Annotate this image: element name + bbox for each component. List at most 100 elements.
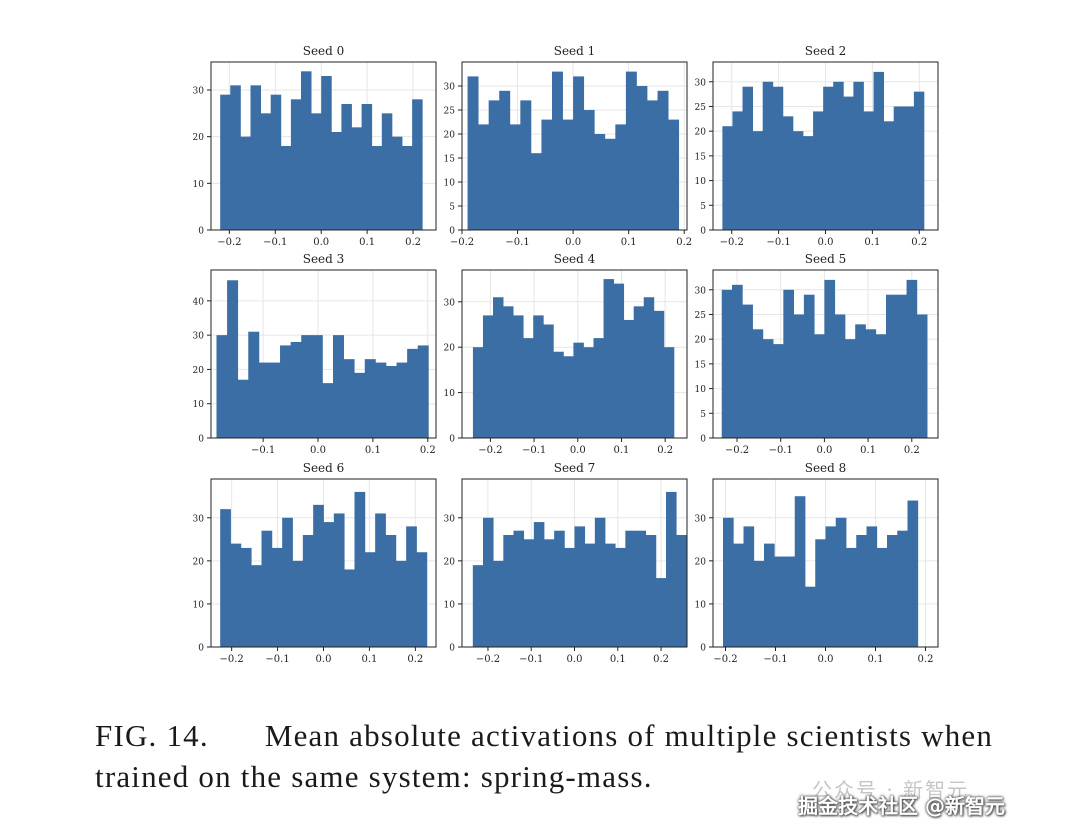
histogram-bar: [513, 315, 524, 438]
histogram-bar: [906, 279, 918, 438]
histogram-bar: [488, 100, 500, 231]
histogram-bar: [655, 578, 667, 647]
x-tick-label: −0.1: [769, 445, 793, 456]
histogram-grid: Seed 0 −0.2 −0.1 0.0 0.1 0.2 0 10 20 30 Seed 1 −0.2…: [193, 44, 939, 665]
histogram-bar: [893, 106, 905, 230]
histogram-bar: [913, 91, 925, 230]
x-tick-label: −0.1: [505, 237, 529, 248]
histogram-bar: [815, 539, 826, 647]
x-tick-label: −0.2: [220, 654, 244, 665]
histogram-bar: [478, 124, 490, 230]
histogram-bar: [663, 347, 675, 438]
histogram-bar: [323, 522, 335, 647]
histogram-bar: [533, 315, 544, 438]
y-tick-label: 10: [444, 179, 456, 189]
histogram-bar: [615, 547, 626, 647]
x-tick-label: −0.2: [713, 654, 737, 665]
histogram-bar: [271, 547, 283, 647]
y-tick-label: 20: [695, 557, 707, 567]
y-tick-label: 15: [444, 155, 456, 165]
y-tick-label: 0: [700, 435, 706, 445]
histogram-bar: [364, 359, 376, 438]
histogram-bar: [833, 81, 844, 230]
panel-frame: [461, 61, 688, 231]
histogram-bar: [251, 565, 262, 647]
histogram-bar: [332, 335, 344, 438]
histogram-bar: [772, 86, 784, 231]
histogram-bar: [407, 348, 419, 438]
histogram-bar: [803, 136, 814, 230]
histogram-bar: [668, 119, 680, 230]
histogram-bar: [220, 509, 231, 647]
y-tick-label: 25: [444, 107, 456, 117]
panel-title: Seed 2: [805, 44, 847, 58]
histogram-bar: [866, 526, 878, 647]
histogram-panel-seed-7: Seed 7 −0.2 −0.1 0.0 0.1 0.2 0 10 20 30: [444, 461, 688, 665]
x-tick-label: 0.0: [316, 654, 332, 665]
histogram-bar: [416, 552, 428, 647]
y-tick-label: 20: [193, 366, 205, 376]
histogram-bar: [552, 71, 563, 230]
histogram-bar: [216, 335, 228, 438]
histogram-bar: [732, 111, 743, 230]
histogram-bar: [835, 517, 847, 647]
histogram-bar: [412, 99, 423, 230]
histogram-bar: [513, 530, 525, 647]
histogram-bar: [603, 279, 615, 438]
histogram-bar: [752, 329, 764, 438]
y-tick-label: 0: [449, 435, 455, 445]
y-tick-label: 30: [695, 514, 707, 524]
x-tick-label: 0.0: [565, 237, 581, 248]
y-tick-label: 0: [449, 227, 455, 237]
histogram-bar: [733, 543, 744, 647]
histogram-panel-seed-3: Seed 3 −0.1 0.0 0.1 0.2 0 10 20 30 40: [193, 252, 437, 456]
histogram-bar: [385, 366, 397, 438]
panel-title: Seed 0: [303, 44, 345, 58]
y-tick-label: 20: [695, 336, 707, 346]
y-tick-label: 10: [695, 177, 707, 187]
y-tick-label: 20: [444, 557, 456, 567]
x-tick-label: 0.2: [405, 237, 421, 248]
x-tick-label: 0.1: [864, 237, 880, 248]
histogram-bar: [472, 347, 484, 438]
histogram-bar: [863, 111, 874, 230]
histogram-bar: [605, 543, 616, 647]
x-tick-label: 0.2: [407, 654, 423, 665]
histogram-bar: [853, 81, 864, 230]
x-tick-label: −0.1: [263, 237, 287, 248]
y-tick-label: 10: [193, 600, 205, 610]
y-tick-label: 10: [444, 600, 456, 610]
histogram-bar: [843, 96, 854, 231]
histogram-panel-seed-0: Seed 0 −0.2 −0.1 0.0 0.1 0.2 0 10 20 30: [193, 44, 437, 248]
histogram-bar: [792, 131, 804, 230]
histogram-bar: [322, 383, 334, 438]
histogram-bar: [873, 71, 885, 230]
y-tick-label: 0: [449, 644, 455, 654]
histogram-panel-seed-8: Seed 8 −0.2 −0.1 0.0 0.1 0.2 0 10 20 30: [695, 461, 939, 665]
histogram-bar: [541, 119, 553, 230]
y-tick-label: 10: [444, 389, 456, 399]
histogram-bar: [375, 513, 386, 647]
x-tick-label: −0.1: [519, 654, 543, 665]
x-tick-label: −0.2: [217, 237, 241, 248]
x-tick-label: 0.1: [868, 654, 884, 665]
histogram-panel-seed-1: Seed 1 −0.2 −0.1 0.0 0.1 0.2 0 5 10 15 20 25 30: [444, 44, 693, 248]
histogram-bar: [467, 76, 479, 231]
panel-title: Seed 6: [303, 461, 345, 475]
histogram-bar: [584, 543, 596, 647]
panel-frame: [210, 269, 437, 439]
x-tick-label: 0.2: [911, 237, 927, 248]
histogram-bar: [220, 94, 231, 231]
histogram-bar: [554, 530, 565, 647]
histogram-bar: [762, 81, 774, 230]
histogram-bar: [583, 110, 595, 230]
histogram-bar: [834, 314, 846, 438]
histogram-bar: [282, 517, 293, 647]
panel-title: Seed 3: [303, 252, 345, 266]
panel-title: Seed 4: [554, 252, 596, 266]
x-tick-label: −0.1: [251, 445, 275, 456]
histogram-bar: [573, 76, 585, 231]
histogram-bar: [391, 136, 403, 230]
x-tick-label: −0.2: [450, 237, 474, 248]
histogram-bar: [230, 85, 241, 230]
